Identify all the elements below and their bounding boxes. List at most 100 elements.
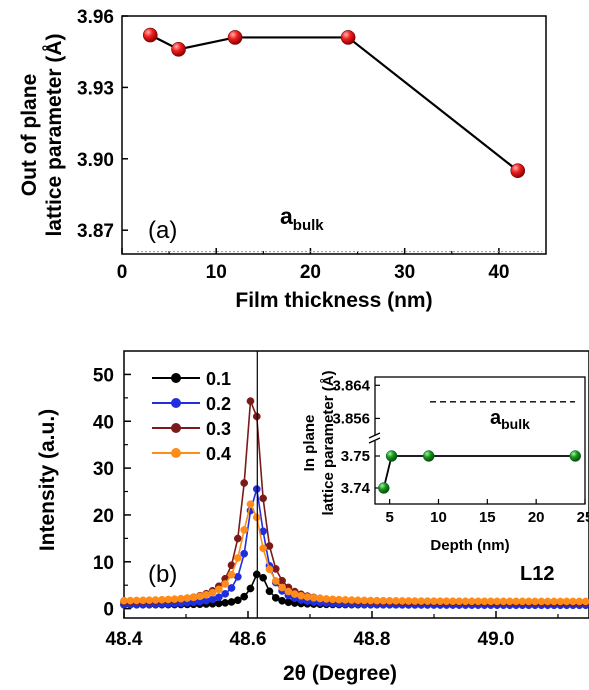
panel-b-series-point-0.1 [265, 587, 274, 596]
panel-a-points [142, 27, 526, 178]
panel-b-frame [123, 350, 589, 619]
panel-b-series-point-0.4 [227, 570, 236, 579]
inset-xlabel: Depth (nm) [430, 537, 509, 554]
inset-axis-break-gap [370, 435, 380, 441]
inset-frame [374, 376, 586, 505]
panel-a-ytick-label: 3.93 [77, 78, 114, 99]
panel-b-series-point-0.1 [227, 598, 236, 606]
inset-xtick-label: 10 [430, 509, 447, 526]
legend-swatch-marker-0.2 [171, 398, 181, 408]
legend-swatch-marker-0.3 [171, 423, 181, 433]
panel-b-series-point-0.2 [227, 584, 236, 592]
panel-a-ylabel-line2: lattice parameter (Å) [42, 33, 66, 236]
panel-b-series-point-0.3 [233, 534, 242, 543]
panel-b-ytick-label: 10 [93, 553, 114, 574]
legend-swatch-marker-0.4 [171, 448, 181, 458]
inset-axis-break-mark [368, 432, 381, 439]
panel-b-series-point-0.4 [215, 585, 223, 594]
panel-b-series [120, 397, 589, 610]
inset-point [385, 450, 398, 462]
panel-b-series-point-0.3 [259, 494, 267, 503]
inset-abulk-label: abulk [490, 407, 530, 432]
inset-xtick-label: 25 [577, 509, 589, 526]
panel-a-xtick-label: 20 [300, 262, 321, 283]
panel-b-series-point-0.4 [233, 554, 242, 562]
panel-a-point [227, 30, 243, 45]
legend-label-0.4: 0.4 [206, 444, 231, 464]
panel-b-legend: 0.1 0.2 0.3 0.4 [152, 369, 231, 464]
inset-series-line [382, 455, 576, 489]
panel-b-series-point-0.1 [246, 584, 255, 593]
panel-b-series-point-0.4 [208, 588, 217, 597]
panel-a-frame [121, 15, 547, 255]
panel-b-ytick-label: 30 [93, 459, 114, 480]
panel-b-annotation: L12 [520, 563, 554, 585]
panel-b-ytick-label: 40 [93, 412, 114, 433]
inset-ytick-label: 3.856 [332, 410, 370, 427]
panel-b-xlabel: 2θ (Degree) [283, 662, 397, 685]
inset-xtick-label: 5 [385, 509, 393, 526]
panel-b-ytick-label: 50 [93, 365, 114, 386]
panel-b-series-point-0.4 [259, 544, 267, 553]
panel-b-series-point-0.4 [271, 577, 280, 585]
inset-xtick-label: 20 [528, 509, 545, 526]
panel-b-series-point-0.1 [284, 598, 293, 607]
panel-b-series-point-0.4 [265, 565, 274, 574]
inset-ticks: 5 10 15 20 25 3.74 3.75 3.856 3.864 [332, 377, 589, 526]
panel-a-xtick-label: 40 [488, 262, 509, 283]
panel-a-ytick-label: 3.90 [77, 150, 114, 171]
panel-a-xtick-label: 0 [117, 262, 128, 283]
inset-xtick-label: 15 [479, 509, 496, 526]
panel-b-series-point-0.4 [303, 593, 312, 601]
panel-b-ytick-label: 20 [93, 506, 114, 527]
inset-points [378, 450, 581, 494]
inset-point [422, 450, 435, 462]
inset-ylabel-line1: In plane [301, 415, 318, 472]
panel-b-xtick-label: 48.8 [354, 629, 391, 650]
panel-a-point [510, 163, 526, 178]
panel-b-series-point-0.4 [581, 597, 589, 606]
panel-b-series-point-0.4 [297, 591, 305, 600]
panel-b-series-point-0.4 [189, 593, 198, 602]
panel-b-series-point-0.4 [196, 592, 204, 601]
panel-b-series-point-0.1 [221, 599, 230, 607]
panel-b-series-point-0.4 [246, 500, 255, 509]
panel-a-xlabel: Film thickness (nm) [235, 289, 432, 312]
panel-b-series-point-0.2 [221, 589, 230, 598]
panel-a-point [340, 30, 356, 45]
panel-a-xtick-label: 10 [206, 262, 227, 283]
panel-b-xtick-label: 48.4 [106, 629, 143, 650]
legend-label-0.2: 0.2 [206, 394, 231, 414]
inset-ytick-label: 3.74 [341, 480, 371, 497]
panel-b-series-point-0.4 [183, 594, 192, 602]
panel-a-xtick-label: 30 [394, 262, 415, 283]
panel-b-series-point-0.4 [278, 583, 286, 592]
panel-b-series-point-0.1 [240, 592, 249, 601]
panel-a-ticks: 0 10 20 30 40 3.87 3.90 3.93 3.96 [77, 7, 509, 283]
panel-b-series-point-0.2 [240, 549, 249, 558]
panel-b-xtick-label: 49.0 [478, 629, 515, 650]
panel-b-series-point-0.3 [240, 479, 249, 487]
panel-b-ytick-label: 0 [103, 600, 114, 621]
panel-b-series-point-0.1 [271, 594, 280, 602]
legend-label-0.3: 0.3 [206, 419, 231, 439]
panel-a-ytick-label: 3.87 [77, 221, 114, 242]
panel-b-series-point-0.4 [309, 593, 318, 602]
panel-b-series-point-0.1 [259, 573, 267, 582]
panel-b-ylabel: Intensity (a.u.) [36, 409, 59, 551]
panel-b-series-point-0.3 [246, 397, 255, 405]
panel-b-series-point-0.4 [240, 526, 249, 534]
panel-a-abulk-label: abulk [280, 203, 324, 234]
legend-label-0.1: 0.1 [206, 369, 231, 389]
panel-b-series-line-0.2 [123, 488, 586, 607]
panel-a-point [171, 42, 186, 57]
panel-a-point [142, 27, 158, 43]
panel-a-ylabel-line1: Out of plane [18, 74, 41, 197]
panel-b-series-point-0.4 [290, 590, 299, 598]
panel-b-series-point-0.2 [215, 593, 223, 602]
legend-swatch-marker-0.1 [171, 373, 181, 383]
inset-point [569, 450, 581, 462]
panel-a-series-line [149, 34, 519, 172]
inset-ytick-label: 3.864 [332, 377, 370, 394]
